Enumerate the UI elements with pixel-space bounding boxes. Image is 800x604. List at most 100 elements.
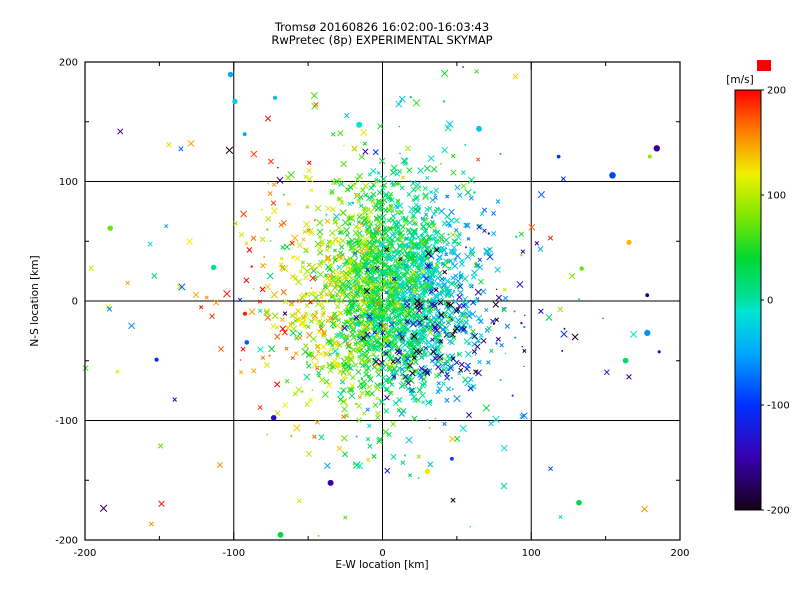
- data-point: [362, 148, 369, 155]
- data-point: [373, 312, 381, 320]
- data-point: [369, 274, 375, 281]
- data-point: [456, 351, 463, 357]
- data-point: [475, 263, 481, 269]
- data-point: [244, 241, 249, 246]
- data-point: [411, 290, 417, 295]
- data-point: [397, 229, 405, 237]
- data-point: [406, 191, 412, 197]
- data-point: [317, 535, 320, 537]
- data-point: [384, 341, 392, 349]
- data-point: [491, 230, 497, 237]
- data-point: [282, 402, 289, 408]
- data-point: [408, 205, 416, 214]
- data-point: [524, 314, 526, 316]
- data-point: [422, 381, 428, 387]
- data-point: [475, 261, 478, 264]
- data-point: [157, 443, 164, 449]
- data-point: [466, 237, 471, 241]
- data-point: [355, 278, 361, 285]
- data-point: [512, 73, 519, 80]
- data-point: [408, 286, 414, 291]
- data-point: [314, 219, 316, 222]
- data-point: [530, 205, 532, 208]
- data-point: [386, 431, 392, 438]
- data-point: [445, 353, 451, 359]
- data-point: [366, 457, 371, 462]
- data-point: [356, 243, 362, 249]
- data-point: [312, 434, 317, 439]
- data-point: [178, 283, 186, 291]
- data-point: [464, 330, 469, 335]
- data-point: [414, 222, 419, 227]
- data-point: [434, 417, 437, 420]
- data-point: [447, 306, 449, 309]
- data-point: [128, 322, 136, 330]
- data-point: [303, 174, 308, 180]
- data-point: [469, 246, 476, 253]
- data-point: [260, 355, 266, 360]
- data-point: [332, 262, 335, 264]
- data-point: [364, 267, 373, 276]
- data-point: [353, 314, 360, 321]
- data-point: [426, 221, 431, 226]
- data-point: [383, 351, 389, 356]
- data-point: [359, 306, 368, 314]
- data-point: [367, 195, 370, 197]
- data-point: [364, 391, 371, 398]
- data-point: [339, 379, 346, 385]
- data-point: [356, 335, 362, 341]
- data-point: [302, 274, 309, 281]
- data-point: [336, 445, 343, 452]
- data-point: [293, 312, 298, 317]
- data-point: [474, 301, 477, 304]
- data-point: [246, 247, 253, 253]
- data-point: [316, 373, 321, 378]
- data-point: [217, 346, 224, 353]
- data-point: [386, 218, 392, 223]
- data-point: [329, 188, 335, 195]
- data-point: [337, 310, 343, 317]
- data-point: [444, 288, 452, 296]
- data-point: [391, 276, 397, 282]
- data-point: [293, 351, 299, 356]
- data-point: [470, 252, 476, 258]
- data-point: [409, 387, 417, 394]
- data-point: [361, 217, 369, 224]
- data-point: [464, 379, 472, 387]
- y-tick-label: 200: [59, 58, 78, 69]
- data-point: [364, 331, 371, 338]
- data-point: [355, 304, 358, 307]
- data-point: [420, 255, 425, 260]
- data-point: [436, 385, 443, 392]
- data-point: [426, 418, 429, 421]
- data-point: [491, 210, 496, 216]
- data-point: [325, 205, 332, 212]
- data-point: [424, 250, 432, 258]
- data-point: [257, 346, 264, 353]
- data-point: [357, 386, 359, 388]
- data-point: [309, 352, 315, 358]
- data-point: [394, 170, 401, 177]
- data-point: [424, 217, 429, 223]
- data-point: [473, 298, 479, 303]
- data-point: [626, 374, 632, 380]
- data-point: [352, 229, 360, 237]
- data-point: [238, 370, 244, 375]
- data-point: [461, 303, 466, 308]
- data-point: [290, 434, 293, 438]
- data-point: [464, 252, 472, 261]
- data-point: [372, 358, 380, 366]
- data-point: [389, 231, 396, 239]
- data-point: [630, 330, 638, 338]
- data-point: [260, 263, 266, 269]
- data-point: [252, 287, 255, 290]
- data-point: [270, 323, 277, 330]
- data-point: [239, 359, 242, 361]
- data-point: [457, 289, 464, 296]
- data-point: [426, 326, 428, 328]
- data-point: [388, 300, 396, 309]
- data-point: [361, 222, 367, 228]
- data-point: [431, 323, 439, 331]
- data-point: [514, 336, 517, 339]
- data-point: [405, 380, 412, 386]
